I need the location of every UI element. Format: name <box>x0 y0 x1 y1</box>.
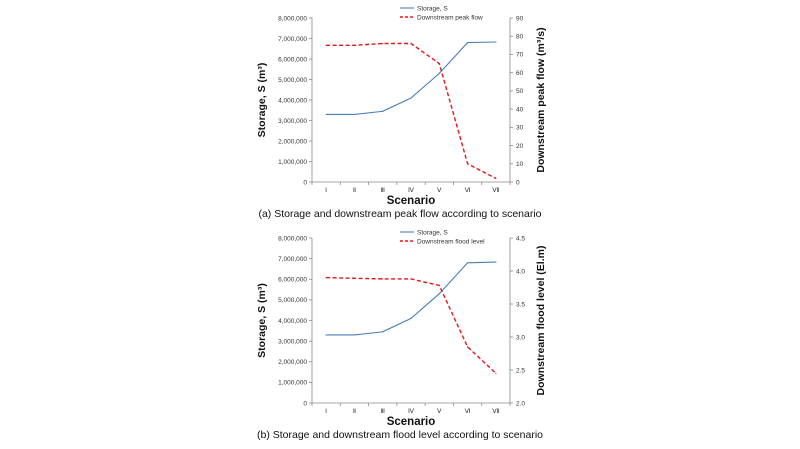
downstream-data-point <box>438 62 440 65</box>
right-tick-label: 90 <box>516 15 524 22</box>
storage-data-point <box>410 97 412 99</box>
downstream-series-line <box>326 276 497 374</box>
downstream-data-point <box>325 277 327 279</box>
downstream-data-point <box>353 277 356 279</box>
storage-data-point <box>495 261 497 263</box>
left-axis-title: Storage, S (m³) <box>256 63 268 138</box>
downstream-data-point <box>495 372 497 374</box>
left-tick-label: 5,000,000 <box>278 297 307 304</box>
left-tick-label: 6,000,000 <box>278 277 307 284</box>
downstream-data-point <box>410 278 412 280</box>
chart-a: 0 1,000,000 2,000,000 3,000,000 4,000,000 5,0… <box>256 5 547 220</box>
left-tick-label: 8,000,000 <box>278 235 307 242</box>
downstream-data-point <box>466 163 469 165</box>
right-tick-label: 3.0 <box>516 334 525 341</box>
right-tick-label: 2.0 <box>516 400 525 407</box>
figure-caption: (b) Storage and downstream flood level a… <box>257 429 543 441</box>
right-tick-label: 4.5 <box>516 235 525 242</box>
x-tick-label: Ⅵ <box>465 187 471 194</box>
left-tick-label: 2,000,000 <box>278 138 307 145</box>
storage-data-point <box>438 293 440 295</box>
right-tick-label: 80 <box>516 34 524 41</box>
legend-label: Storage, S <box>417 229 448 236</box>
downstream-data-point <box>382 278 384 280</box>
left-tick-label: 1,000,000 <box>278 380 307 387</box>
left-tick-label: 8,000,000 <box>278 15 307 22</box>
figure-caption: (a) Storage and downstream peak flow acc… <box>258 208 541 220</box>
left-tick-label: 7,000,000 <box>278 256 307 263</box>
right-tick-label: 10 <box>516 161 524 168</box>
downstream-data-point <box>438 284 440 287</box>
storage-data-point <box>353 334 356 336</box>
right-tick-label: 20 <box>516 143 524 150</box>
right-axis-title: Downstream flood level (El.m) <box>535 246 547 396</box>
left-tick-label: 2,000,000 <box>278 359 307 366</box>
downstream-data-point <box>382 42 384 45</box>
right-tick-label: 70 <box>516 52 524 59</box>
left-tick-label: 1,000,000 <box>278 159 307 166</box>
left-tick-label: 6,000,000 <box>278 56 307 63</box>
x-tick-label: Ⅰ <box>325 408 327 415</box>
x-tick-label: Ⅴ <box>437 187 442 194</box>
left-tick-label: 3,000,000 <box>278 338 307 345</box>
downstream-data-point <box>495 177 497 179</box>
x-tick-label: Ⅲ <box>380 408 385 415</box>
left-tick-label: 4,000,000 <box>278 97 307 104</box>
right-tick-label: 4.0 <box>516 268 525 275</box>
x-tick-label: Ⅶ <box>492 187 500 194</box>
x-tick-label: Ⅲ <box>380 187 385 194</box>
storage-series-line <box>326 41 496 115</box>
left-tick-label: 7,000,000 <box>278 36 307 43</box>
x-tick-label: Ⅰ <box>325 187 327 194</box>
right-axis-title: Downstream peak flow (m³/s) <box>535 27 547 172</box>
x-tick-label: Ⅱ <box>353 187 356 194</box>
left-tick-label: 5,000,000 <box>278 77 307 84</box>
storage-data-point <box>466 262 469 264</box>
right-tick-label: 2.5 <box>516 367 525 374</box>
downstream-data-point <box>410 42 412 45</box>
x-axis-title: Scenario <box>387 416 436 428</box>
storage-data-point <box>382 331 384 333</box>
storage-data-point <box>495 41 497 43</box>
left-axis-title: Storage, S (m³) <box>256 283 268 358</box>
downstream-data-point <box>325 44 327 46</box>
x-tick-label: Ⅴ <box>437 408 442 415</box>
x-tick-label: Ⅳ <box>408 187 415 194</box>
storage-series-line <box>326 261 496 336</box>
legend-label: Downstream peak flow <box>417 14 483 21</box>
storage-data-point <box>466 42 469 44</box>
downstream-data-point <box>353 44 356 46</box>
left-tick-label: 4,000,000 <box>278 318 307 325</box>
left-tick-label: 3,000,000 <box>278 118 307 125</box>
left-tick-label: 0 <box>303 179 307 186</box>
legend-label: Storage, S <box>417 5 448 12</box>
storage-data-point <box>410 317 412 320</box>
storage-data-point <box>325 113 327 115</box>
storage-data-point <box>325 334 327 336</box>
legend-label: Downstream flood level <box>417 238 485 245</box>
downstream-data-point <box>466 346 469 348</box>
x-axis-title: Scenario <box>387 195 436 207</box>
x-tick-label: Ⅳ <box>408 408 415 415</box>
storage-data-point <box>382 110 384 112</box>
downstream-series-line <box>326 42 497 180</box>
right-tick-label: 3.5 <box>516 301 525 308</box>
chart-b: 0 1,000,000 2,000,000 3,000,000 4,000,000 5,0… <box>256 229 547 441</box>
right-tick-label: 40 <box>516 106 524 113</box>
right-tick-label: 0 <box>516 179 520 186</box>
left-tick-label: 0 <box>303 400 307 407</box>
x-tick-label: Ⅱ <box>353 408 356 415</box>
x-tick-label: Ⅶ <box>492 408 500 415</box>
right-tick-label: 50 <box>516 88 524 95</box>
storage-data-point <box>353 113 356 115</box>
right-tick-label: 60 <box>516 70 524 77</box>
x-tick-label: Ⅵ <box>465 408 471 415</box>
storage-data-point <box>438 72 440 74</box>
right-tick-label: 30 <box>516 125 524 132</box>
